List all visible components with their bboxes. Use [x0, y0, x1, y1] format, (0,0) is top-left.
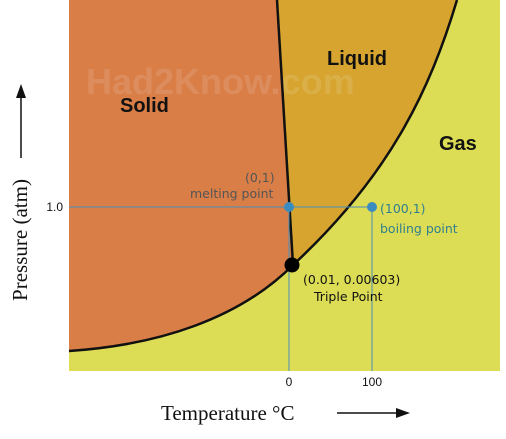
triple-point-coord: (0.01, 0.00603) — [303, 272, 400, 287]
liquid-region — [277, 0, 457, 265]
melting-point-label: melting point — [190, 186, 274, 201]
y-axis-title: Pressure (atm) — [8, 179, 32, 301]
melting-point-coord: (0,1) — [245, 170, 275, 185]
liquid-label: Liquid — [327, 48, 387, 70]
x-tick-100: 100 — [362, 375, 382, 389]
solid-region — [69, 0, 293, 351]
boiling-point-coord: (100,1) — [380, 201, 426, 216]
y-tick-1: 1.0 — [46, 200, 63, 214]
triple-point-marker — [284, 257, 300, 273]
melting-point-marker — [284, 202, 294, 212]
boiling-point-marker — [367, 202, 377, 212]
x-axis-arrow-icon — [396, 408, 410, 418]
watermark-text: Had2Know.com — [86, 61, 355, 102]
x-axis-title: Temperature °C — [161, 401, 294, 425]
solid-label: Solid — [120, 95, 169, 117]
vaporization-curve — [292, 0, 459, 266]
boiling-point-label: boiling point — [380, 221, 458, 236]
triple-point-label: Triple Point — [313, 289, 383, 304]
y-axis-arrow-icon — [16, 84, 26, 98]
x-tick-0: 0 — [286, 375, 293, 389]
sublimation-curve — [68, 264, 294, 353]
gas-label: Gas — [439, 133, 477, 155]
melting-curve — [275, 0, 295, 266]
